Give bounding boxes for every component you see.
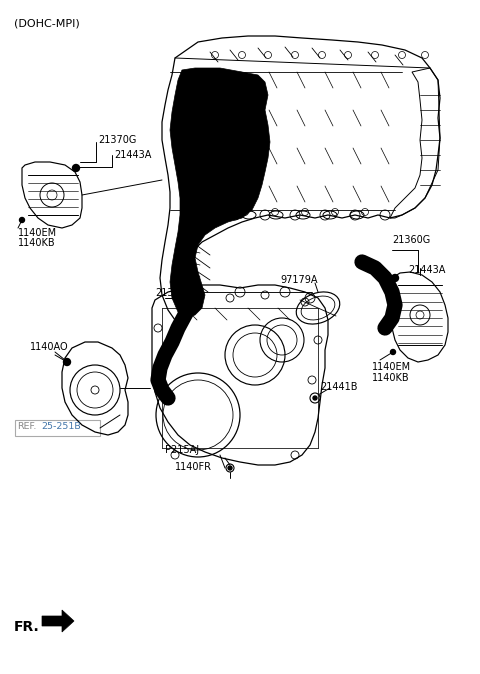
Text: 21351E: 21351E	[155, 288, 192, 298]
Circle shape	[391, 350, 396, 355]
Polygon shape	[42, 610, 74, 632]
Text: 21443A: 21443A	[408, 265, 445, 275]
Text: 97179A: 97179A	[280, 275, 317, 285]
Text: 1140EM: 1140EM	[372, 362, 411, 372]
Text: 1140KB: 1140KB	[18, 238, 56, 248]
Text: 21360G: 21360G	[392, 235, 430, 245]
Circle shape	[228, 466, 232, 470]
Text: 21443A: 21443A	[114, 150, 151, 160]
Text: 21370G: 21370G	[98, 135, 136, 145]
Text: 1140AO: 1140AO	[30, 342, 69, 352]
Text: REF.: REF.	[17, 422, 36, 431]
Text: 21441B: 21441B	[320, 382, 358, 392]
Circle shape	[392, 274, 398, 282]
Text: P215AJ: P215AJ	[165, 445, 199, 455]
Circle shape	[72, 164, 80, 171]
Text: (DOHC-MPI): (DOHC-MPI)	[14, 18, 80, 28]
Text: FR.: FR.	[14, 620, 40, 634]
Circle shape	[63, 359, 71, 365]
Text: 1140EM: 1140EM	[18, 228, 57, 238]
Polygon shape	[170, 68, 270, 318]
Text: 25-251B: 25-251B	[41, 422, 81, 431]
Circle shape	[20, 218, 24, 222]
Circle shape	[313, 396, 317, 400]
Text: 1140FR: 1140FR	[175, 462, 212, 472]
Text: 1140KB: 1140KB	[372, 373, 409, 383]
